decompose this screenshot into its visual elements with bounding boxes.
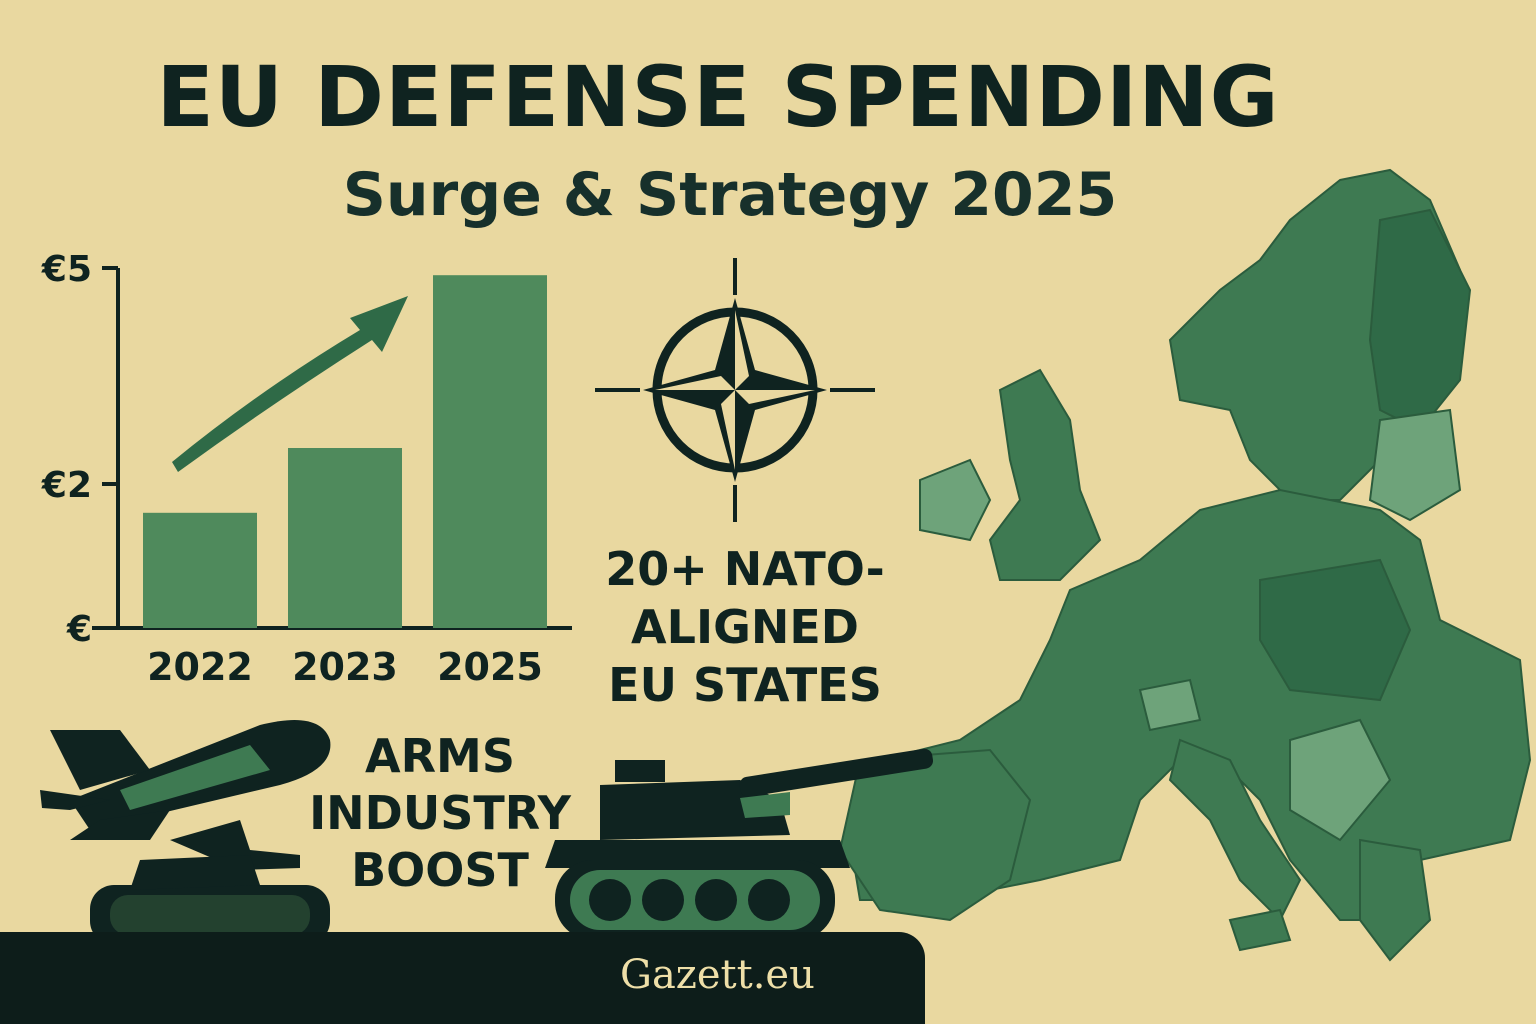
europe-map-icon xyxy=(838,168,1532,962)
chart-y-ticks: € €2 €5 xyxy=(41,249,118,650)
weapons-illustration xyxy=(40,720,934,952)
source-link[interactable]: Gazett.eu xyxy=(620,952,815,998)
y-tick-label: € xyxy=(66,609,92,650)
tank-icon xyxy=(90,820,330,952)
missile-icon xyxy=(40,720,331,840)
arms-callout-line: BOOST xyxy=(351,843,529,897)
x-tick-label: 2025 xyxy=(437,645,543,689)
nato-callout-line: 20+ NATO- xyxy=(605,542,885,596)
nato-callout-line: ALIGNED xyxy=(631,600,859,654)
page-subtitle: Surge & Strategy 2025 xyxy=(342,160,1118,230)
y-tick-label: €5 xyxy=(41,249,92,290)
chart-x-labels: 2022 2023 2025 xyxy=(147,645,543,689)
trend-arrow-icon xyxy=(172,296,408,472)
nato-callout: 20+ NATO- ALIGNED EU STATES xyxy=(560,540,930,714)
x-tick-label: 2022 xyxy=(147,645,253,689)
arms-callout-line: ARMS xyxy=(365,729,515,783)
bar-2022 xyxy=(143,512,257,628)
arms-callout: ARMS INDUSTRY BOOST xyxy=(300,728,580,899)
page-title: EU DEFENSE SPENDING xyxy=(156,48,1280,146)
tank-icon xyxy=(545,748,934,940)
nato-callout-line: EU STATES xyxy=(608,658,882,712)
footer-bar xyxy=(0,932,925,1024)
bar-2023 xyxy=(288,448,402,628)
x-tick-label: 2023 xyxy=(292,645,398,689)
arms-callout-line: INDUSTRY xyxy=(309,786,571,840)
y-tick-label: €2 xyxy=(41,465,92,506)
chart-bars xyxy=(143,275,547,628)
trend-arrow-shape xyxy=(172,296,408,472)
spending-bar-chart: € €2 €5 2022 2023 2025 xyxy=(41,249,572,689)
bar-2025 xyxy=(433,275,547,628)
compass-star-icon xyxy=(595,258,875,522)
